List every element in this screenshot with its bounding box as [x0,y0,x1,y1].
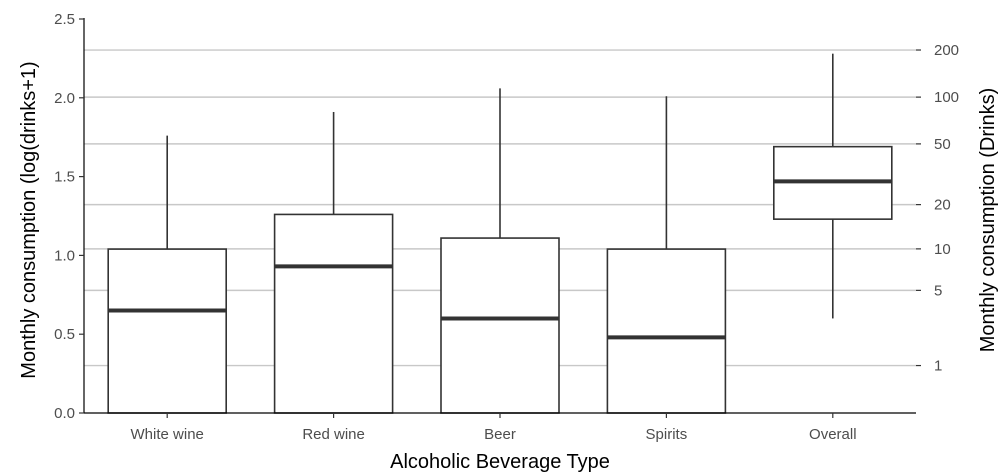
x-tick-label: Red wine [302,426,365,443]
y2-tick-label: 20 [934,197,951,214]
x-tick-label: Beer [484,426,516,443]
x-tick-label: White wine [131,426,204,443]
y-tick-label: 1.0 [54,247,75,264]
x-axis-title: Alcoholic Beverage Type [390,451,610,472]
tick-labels: 0.0 0.5 1.0 1.5 2.0 2.5 1 5 10 20 50 100 200 White wi… [54,11,959,443]
iqr-box [107,248,227,414]
y-tick-label: 2.0 [54,90,75,107]
y2-tick-label: 10 [934,241,951,258]
iqr-box [606,248,727,414]
y2-tick-label: 50 [934,136,951,153]
iqr-box [273,213,394,414]
y-tick-label: 1.5 [54,169,75,186]
x-tick-label: Spirits [646,426,688,443]
y2-tick-label: 1 [934,358,942,375]
y-tick-label: 0.5 [54,326,75,343]
box-beer [440,88,560,414]
y2-tick-label: 200 [934,42,959,59]
y-axis-title: Monthly consumption (log(drinks+1) [18,61,40,378]
boxes [107,53,893,414]
y-tick-label: 0.0 [54,405,75,422]
iqr-box [440,237,560,414]
x-tick-label: Overall [809,426,857,443]
box-white-wine [107,135,227,414]
box-overall [772,53,893,319]
y2-tick-label: 5 [934,282,942,299]
y-tick-label: 2.5 [54,11,75,28]
y2-axis-title: Monthly consumption (Drinks) [977,88,999,353]
box-red-wine [273,111,394,414]
y2-tick-label: 100 [934,89,959,106]
axes [79,18,921,418]
box-spirits [606,96,727,414]
